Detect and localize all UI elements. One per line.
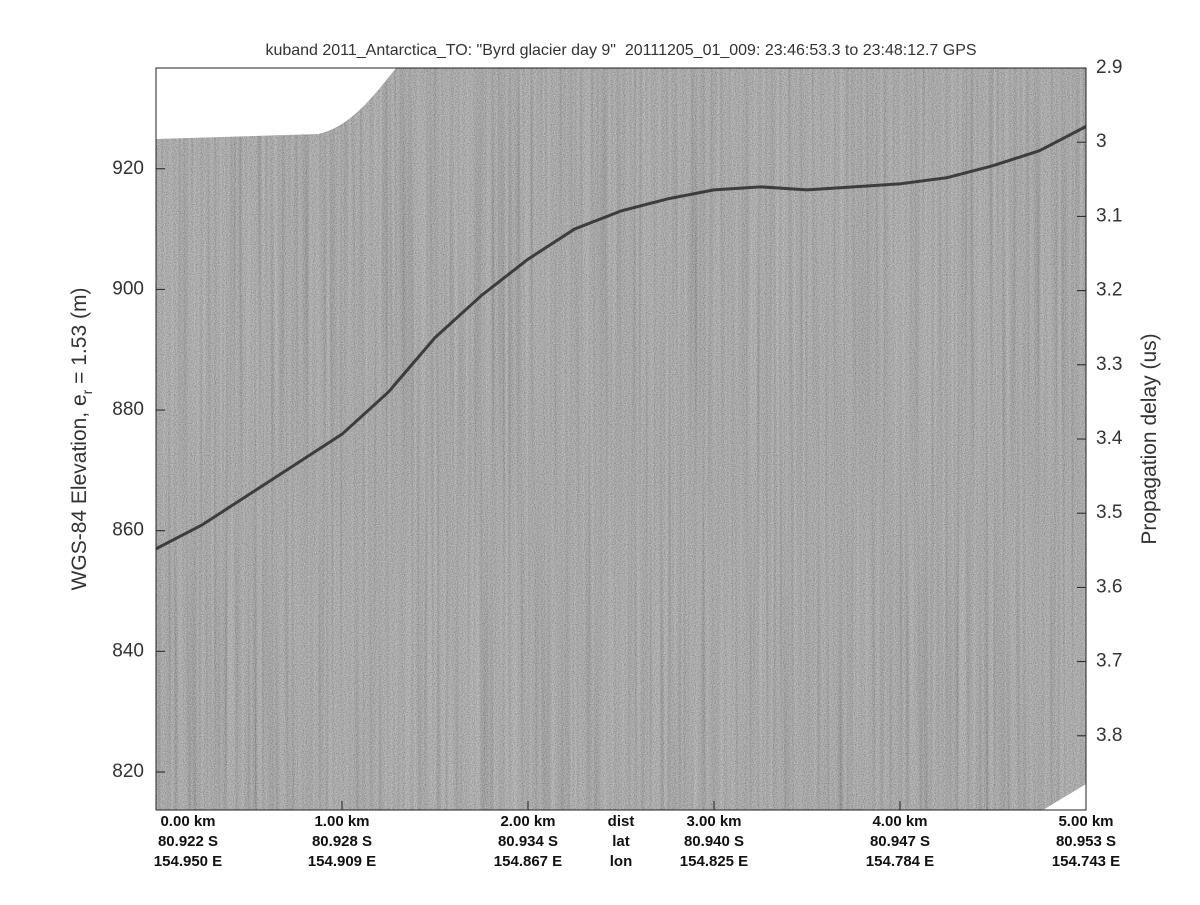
lon-label: 154.909 E: [308, 853, 376, 870]
lat-label: 80.928 S: [312, 833, 372, 850]
x-tick-label: 2.00 km: [500, 813, 555, 830]
y-axis-label: WGS-84 Elevation, er = 1.53 (m): [68, 288, 95, 591]
y2-axis-label: Propagation delay (us): [1138, 333, 1161, 544]
y2-tick-label: 3.8: [1096, 725, 1122, 746]
x-tick-label: 1.00 km: [314, 813, 369, 830]
y-label-subscript: r: [79, 389, 95, 394]
y-tick-label: 880: [112, 399, 144, 420]
lon-label: 154.950 E: [154, 853, 222, 870]
y2-tick-label: 3.7: [1096, 651, 1122, 672]
y-tick-label: 820: [112, 761, 144, 782]
x-tick-label: 0.00 km: [160, 813, 215, 830]
y2-tick-label: 3.4: [1096, 428, 1123, 449]
lon-label: 154.743 E: [1052, 853, 1120, 870]
x-tick-label: 3.00 km: [686, 813, 741, 830]
lat-label: 80.940 S: [684, 833, 744, 850]
lon-label: 154.825 E: [680, 853, 748, 870]
y2-tick-label: 2.9: [1096, 57, 1122, 78]
y2-tick-label: 3.2: [1096, 280, 1122, 301]
y-tick-label: 900: [112, 278, 144, 299]
radargram: [156, 68, 1086, 810]
y-label-suffix: = 1.53 (m): [68, 288, 91, 390]
chart-title: kuband 2011_Antarctica_TO: "Byrd glacier…: [265, 42, 976, 59]
y-label-text: WGS-84 Elevation, e: [68, 394, 91, 590]
lat-label: 80.947 S: [870, 833, 930, 850]
lon-label: 154.867 E: [494, 853, 562, 870]
x-tick-label: 5.00 km: [1058, 813, 1113, 830]
y2-tick-label: 3.5: [1096, 502, 1122, 523]
row-label: dist: [608, 813, 635, 830]
y-tick-label: 920: [112, 158, 144, 179]
row-label: lat: [612, 833, 630, 850]
y2-tick-label: 3: [1096, 131, 1107, 152]
x-tick-label: 4.00 km: [872, 813, 927, 830]
surface-trace: [156, 125, 1086, 551]
lat-label: 80.934 S: [498, 833, 558, 850]
lat-label: 80.922 S: [158, 833, 218, 850]
y2-tick-label: 3.3: [1096, 354, 1122, 375]
lat-label: 80.953 S: [1056, 833, 1116, 850]
no-data-region: [1043, 784, 1086, 810]
no-data-region: [156, 68, 396, 139]
row-label: lon: [610, 853, 633, 870]
y-tick-label: 840: [112, 640, 144, 661]
y2-tick-label: 3.1: [1096, 205, 1122, 226]
y2-tick-label: 3.6: [1096, 576, 1122, 597]
lon-label: 154.784 E: [866, 853, 934, 870]
echo-noise: [156, 68, 1086, 810]
y-tick-label: 860: [112, 520, 144, 541]
